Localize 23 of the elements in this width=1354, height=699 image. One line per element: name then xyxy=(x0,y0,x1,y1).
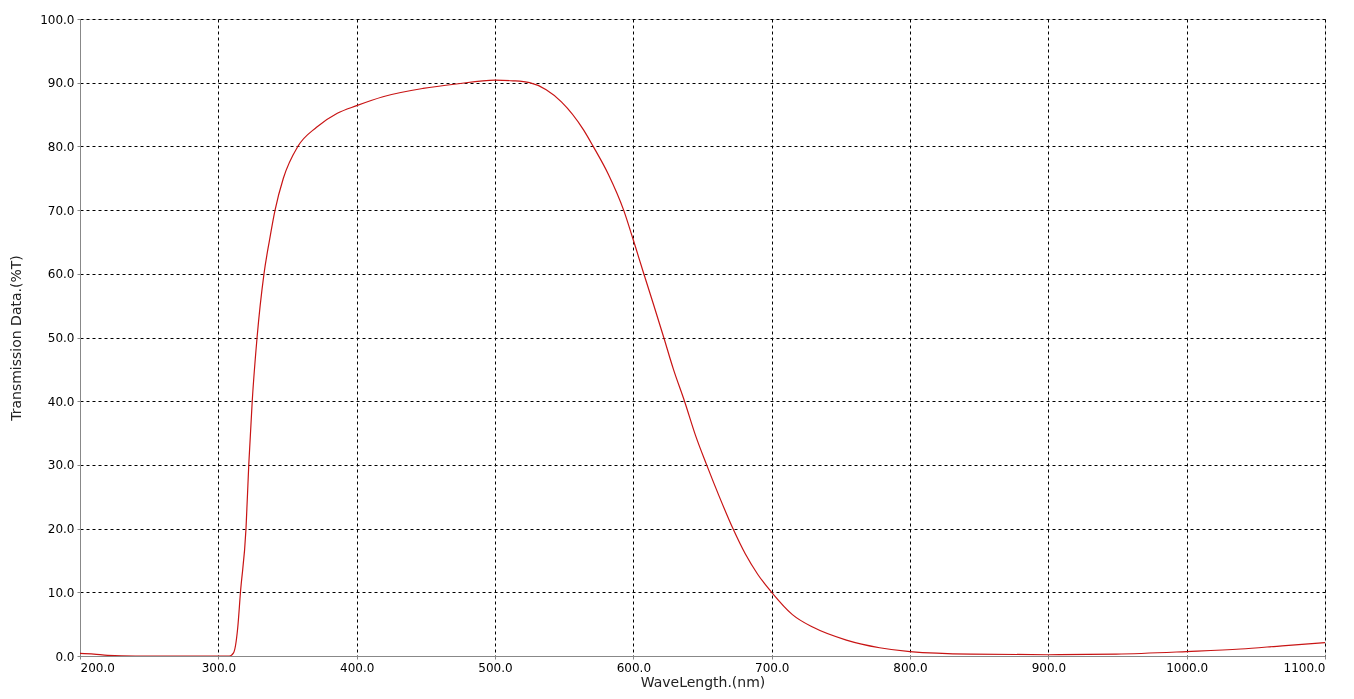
x-tick-label: 800.0 xyxy=(893,660,928,675)
x-tick-label: 400.0 xyxy=(339,660,375,675)
y-tick-label: 10.0 xyxy=(47,585,75,600)
y-tick-label: 70.0 xyxy=(47,203,75,218)
y-tick-label: 20.0 xyxy=(47,522,75,537)
x-tick-label: 1000.0 xyxy=(1166,660,1209,675)
x-axis-title: WaveLength.(nm) xyxy=(640,673,766,690)
y-tick-label: 90.0 xyxy=(47,76,75,91)
y-axis-title: Transmission Data.(%T) xyxy=(8,255,25,422)
y-tick-label: 80.0 xyxy=(47,139,75,154)
x-tick-label: 1100.0 xyxy=(1283,660,1326,675)
y-tick-label: 40.0 xyxy=(47,394,75,409)
x-tick-label: 600.0 xyxy=(616,660,652,675)
y-tick-label: 100.0 xyxy=(40,12,75,27)
y-tick-label: 0.0 xyxy=(55,649,75,664)
y-tick-label: 60.0 xyxy=(47,267,75,282)
x-tick-label: 200.0 xyxy=(80,660,115,675)
x-tick-label: 500.0 xyxy=(478,660,513,675)
y-tick-label: 50.0 xyxy=(47,331,75,345)
y-tick-label: 30.0 xyxy=(47,458,75,473)
x-tick-label: 900.0 xyxy=(1031,660,1067,675)
x-tick-label: 300.0 xyxy=(201,660,237,675)
x-tick-label: 700.0 xyxy=(754,660,790,675)
